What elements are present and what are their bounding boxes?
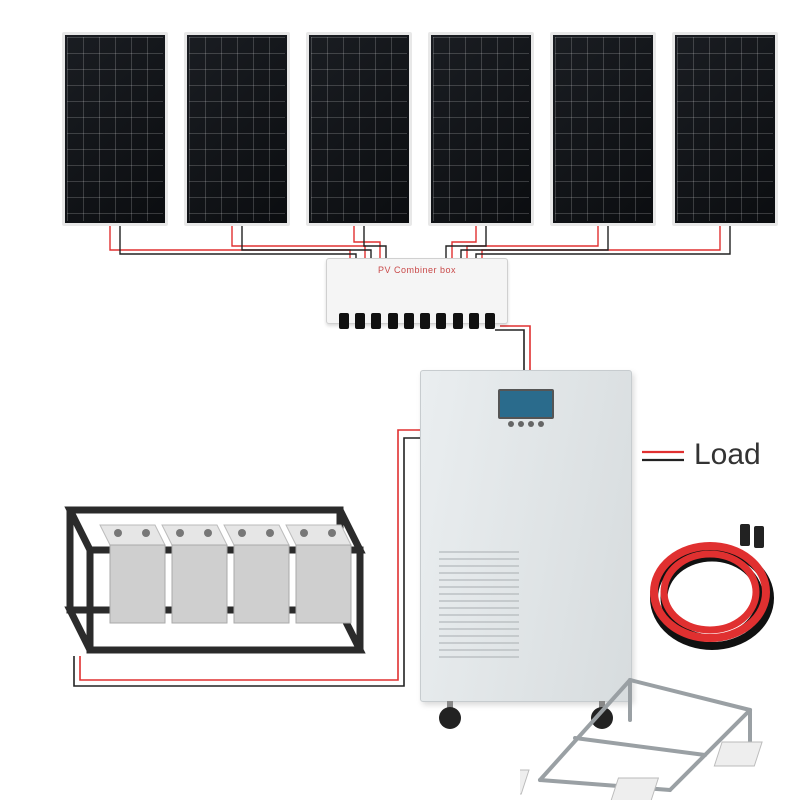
solar-system-diagram: PV Combiner box — [0, 0, 800, 800]
solar-panel-1 — [62, 32, 168, 226]
solar-panel-4 — [428, 32, 534, 226]
solar-panel-6 — [672, 32, 778, 226]
solar-panel-3 — [306, 32, 412, 226]
solar-panel-5 — [550, 32, 656, 226]
solar-panel-2 — [184, 32, 290, 226]
mounting-rack — [520, 650, 800, 800]
combiner-ports — [339, 313, 495, 331]
inverter-wheel-left — [439, 701, 461, 729]
combiner-box-label: PV Combiner box — [327, 265, 507, 275]
inverter-buttons — [508, 421, 544, 427]
inverter-display — [498, 389, 554, 419]
battery-bank — [40, 470, 370, 670]
combiner-box: PV Combiner box — [326, 258, 508, 324]
load-label: Load — [694, 438, 761, 472]
cable-coil — [640, 520, 790, 660]
inverter-vent — [439, 551, 519, 661]
